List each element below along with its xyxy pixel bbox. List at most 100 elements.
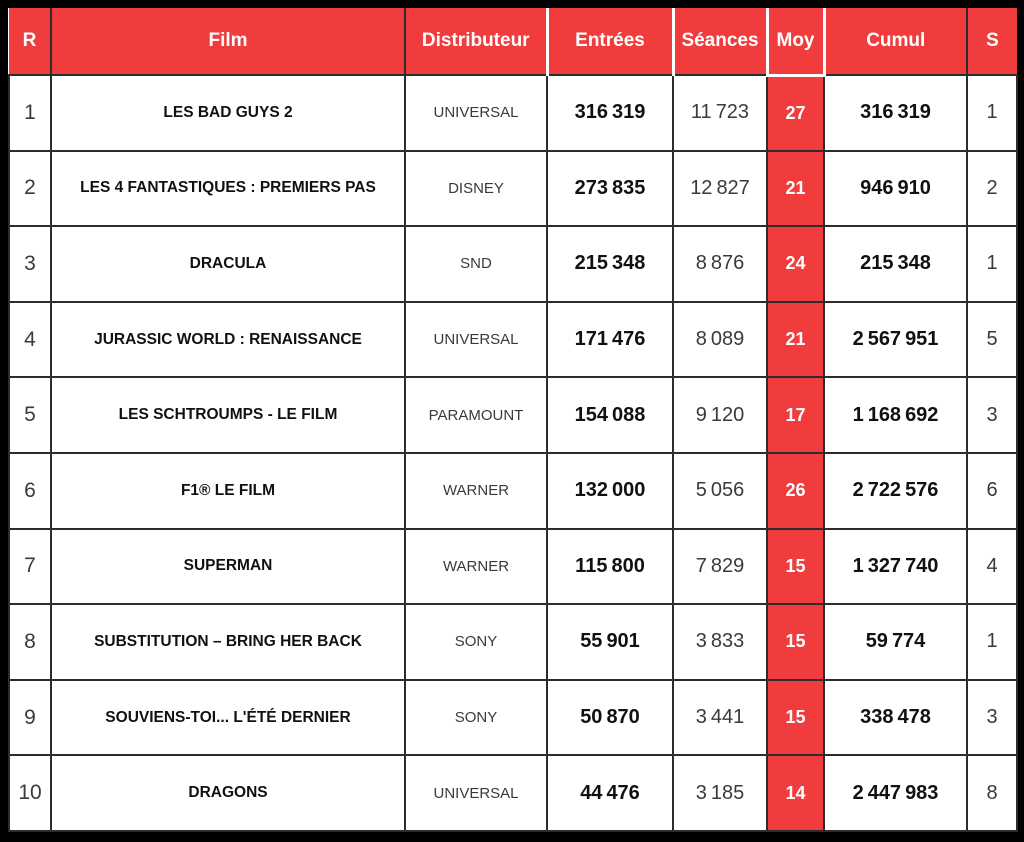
cell-entries: 50 870 [546,678,674,757]
header-row: R Film Distributeur Entrées Séances Moy … [9,8,1017,77]
cell-screenings: 8 876 [672,225,768,303]
col-header-cumulative: Cumul [824,8,968,76]
cell-weeks: 2 [966,149,1018,228]
cell-entries: 55 901 [546,603,674,681]
cell-rank: 2 [8,149,52,228]
cell-film: DRAGONS [50,754,406,832]
cell-film: LES BAD GUYS 2 [50,74,406,152]
cell-entries: 215 348 [546,225,674,303]
table-row: 10 DRAGONS UNIVERSAL 44 476 3 185 14 2 4… [8,754,1018,832]
cell-rank: 9 [8,678,52,757]
cell-weeks: 4 [966,527,1018,606]
cell-cumulative: 2 447 983 [823,754,968,832]
cell-distributor: UNIVERSAL [404,74,548,152]
cell-entries: 171 476 [546,300,674,379]
cell-rank: 3 [8,225,52,303]
cell-rank: 5 [8,376,52,454]
cell-film: SUPERMAN [50,527,406,606]
cell-weeks: 1 [966,603,1018,681]
cell-distributor: WARNER [404,451,548,530]
cell-cumulative: 59 774 [823,603,968,681]
cell-film: LES SCHTROUMPS - LE FILM [50,376,406,454]
cell-rank: 1 [8,74,52,152]
cell-film: SUBSTITUTION – BRING HER BACK [50,603,406,681]
table-row: 8 SUBSTITUTION – BRING HER BACK SONY 55 … [8,603,1018,681]
table-row: 3 DRACULA SND 215 348 8 876 24 215 348 1 [8,225,1018,303]
col-header-screenings: Séances [673,8,769,76]
cell-distributor: SONY [404,678,548,757]
cell-entries: 115 800 [546,527,674,606]
cell-distributor: UNIVERSAL [404,300,548,379]
col-header-rank: R [9,8,52,76]
col-header-distributor: Distributeur [405,8,549,76]
table-row: 1 LES BAD GUYS 2 UNIVERSAL 316 319 11 72… [8,74,1018,152]
cell-entries: 273 835 [546,149,674,228]
cell-screenings: 9 120 [672,376,768,454]
cell-distributor: PARAMOUNT [404,376,548,454]
table-header: R Film Distributeur Entrées Séances Moy … [9,8,1017,77]
box-office-table: R Film Distributeur Entrées Séances Moy … [8,8,1018,832]
cell-average: 26 [766,451,825,530]
cell-distributor: SND [404,225,548,303]
cell-average: 21 [766,300,825,379]
cell-cumulative: 215 348 [823,225,968,303]
cell-screenings: 11 723 [672,74,768,152]
table-body: 1 LES BAD GUYS 2 UNIVERSAL 316 319 11 72… [8,74,1018,832]
cell-weeks: 8 [966,754,1018,832]
cell-screenings: 3 833 [672,603,768,681]
col-header-weeks: S [967,8,1017,76]
cell-weeks: 3 [966,678,1018,757]
col-header-average: Moy [767,8,826,77]
cell-distributor: DISNEY [404,149,548,228]
table-row: 4 JURASSIC WORLD : RENAISSANCE UNIVERSAL… [8,300,1018,379]
cell-film: F1® LE FILM [50,451,406,530]
cell-average: 15 [766,678,825,757]
cell-film: JURASSIC WORLD : RENAISSANCE [50,300,406,379]
cell-average: 17 [766,376,825,454]
cell-screenings: 7 829 [672,527,768,606]
cell-average: 14 [766,754,825,832]
cell-distributor: SONY [404,603,548,681]
cell-rank: 4 [8,300,52,379]
cell-average: 27 [766,74,825,152]
cell-screenings: 5 056 [672,451,768,530]
cell-cumulative: 946 910 [823,149,968,228]
cell-cumulative: 338 478 [823,678,968,757]
cell-entries: 132 000 [546,451,674,530]
cell-film: SOUVIENS-TOI... L'ÉTÉ DERNIER [50,678,406,757]
cell-rank: 6 [8,451,52,530]
table-row: 2 LES 4 FANTASTIQUES : PREMIERS PAS DISN… [8,149,1018,228]
cell-entries: 44 476 [546,754,674,832]
cell-cumulative: 2 567 951 [823,300,968,379]
cell-average: 21 [766,149,825,228]
table-row: 7 SUPERMAN WARNER 115 800 7 829 15 1 327… [8,527,1018,606]
cell-screenings: 8 089 [672,300,768,379]
cell-cumulative: 2 722 576 [823,451,968,530]
cell-average: 15 [766,603,825,681]
cell-film: DRACULA [50,225,406,303]
cell-rank: 10 [8,754,52,832]
cell-distributor: WARNER [404,527,548,606]
cell-weeks: 1 [966,225,1018,303]
cell-rank: 8 [8,603,52,681]
cell-weeks: 3 [966,376,1018,454]
cell-film: LES 4 FANTASTIQUES : PREMIERS PAS [50,149,406,228]
col-header-entries: Entrées [547,8,675,76]
cell-weeks: 5 [966,300,1018,379]
cell-screenings: 3 441 [672,678,768,757]
cell-screenings: 12 827 [672,149,768,228]
cell-distributor: UNIVERSAL [404,754,548,832]
cell-screenings: 3 185 [672,754,768,832]
cell-entries: 316 319 [546,74,674,152]
cell-rank: 7 [8,527,52,606]
cell-weeks: 6 [966,451,1018,530]
table-row: 6 F1® LE FILM WARNER 132 000 5 056 26 2 … [8,451,1018,530]
table-row: 9 SOUVIENS-TOI... L'ÉTÉ DERNIER SONY 50 … [8,678,1018,757]
cell-cumulative: 1 168 692 [823,376,968,454]
cell-cumulative: 1 327 740 [823,527,968,606]
cell-average: 24 [766,225,825,303]
table-row: 5 LES SCHTROUMPS - LE FILM PARAMOUNT 154… [8,376,1018,454]
col-header-film: Film [51,8,406,76]
cell-cumulative: 316 319 [823,74,968,152]
